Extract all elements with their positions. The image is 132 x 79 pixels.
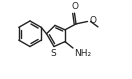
Text: S: S xyxy=(50,50,56,58)
Text: NH₂: NH₂ xyxy=(74,49,91,58)
Text: O: O xyxy=(89,16,96,25)
Text: O: O xyxy=(71,2,78,11)
